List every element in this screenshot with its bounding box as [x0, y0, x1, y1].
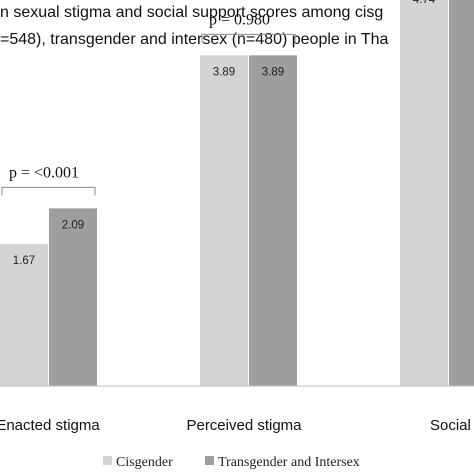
bar-transgender-intersex-2 — [249, 55, 297, 386]
legend-swatch-transgender-intersex — [205, 456, 214, 465]
bar-transgender-intersex-3 — [449, 0, 474, 386]
value-label: 3.89 — [213, 66, 235, 78]
p-value-label: p = <0.001 — [9, 164, 79, 181]
value-label: 1.67 — [13, 255, 35, 267]
bar-cisgender-2 — [200, 55, 248, 386]
bar-transgender-intersex-1 — [49, 208, 97, 386]
value-label: 4.74 — [413, 0, 436, 6]
value-label: 3.89 — [262, 66, 284, 78]
legend-label: Transgender and Intersex — [218, 455, 360, 470]
category-label: Social Supp — [430, 417, 474, 434]
category-label: Enacted stigma — [0, 417, 100, 434]
title-line-2: =548), transgender and intersex (n=480) … — [0, 31, 389, 48]
bars: 1.67 2.09 3.89 3.89 4.74 4.8 — [0, 0, 474, 386]
category-labels: Enacted stigma Perceived stigma Social Sup… — [0, 417, 474, 434]
title-line-1: n sexual stigma and social support score… — [0, 4, 383, 21]
legend-swatch-cisgender — [103, 456, 112, 465]
bar-cisgender-3 — [400, 0, 448, 386]
bracket-2 — [201, 33, 296, 43]
bar-cisgender-1 — [0, 244, 48, 386]
category-label: Perceived stigma — [186, 417, 302, 434]
value-label: 2.09 — [62, 219, 84, 231]
value-label: 4.8 — [465, 0, 474, 1]
p-value-label: p = 0.980 — [209, 11, 270, 28]
bracket-1 — [1, 186, 96, 196]
chart-title: n sexual stigma and social support score… — [0, 4, 389, 48]
legend-label: Cisgender — [116, 455, 173, 470]
legend: Cisgender Transgender and Intersex — [103, 455, 360, 470]
